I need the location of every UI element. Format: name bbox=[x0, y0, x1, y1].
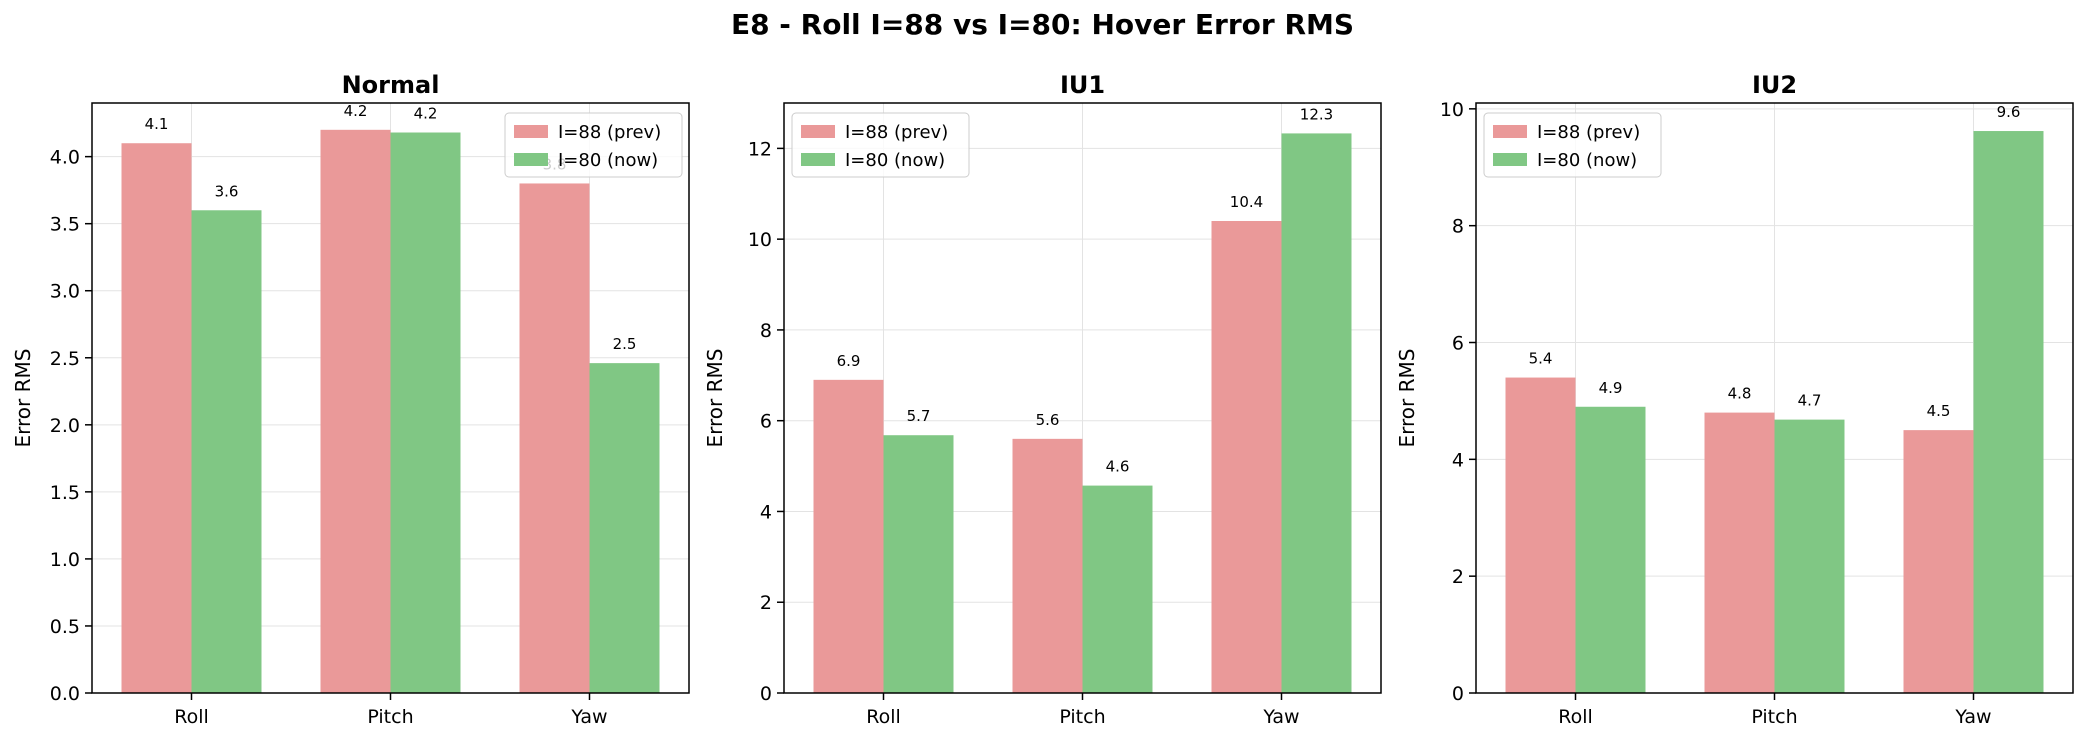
data-label: 4.2 bbox=[344, 102, 368, 120]
legend-swatch bbox=[801, 125, 835, 138]
bar bbox=[1575, 406, 1646, 693]
x-tick-label: Pitch bbox=[1751, 706, 1797, 728]
legend-swatch bbox=[1493, 153, 1527, 166]
y-axis-label: Error RMS bbox=[11, 349, 35, 448]
y-tick-label: 4 bbox=[760, 501, 772, 523]
y-tick-label: 3.5 bbox=[50, 214, 80, 236]
y-tick-label: 0.5 bbox=[50, 616, 80, 638]
legend-swatch bbox=[514, 125, 548, 138]
bar bbox=[1704, 412, 1775, 693]
y-tick-label: 0.0 bbox=[50, 683, 80, 705]
legend-label: I=80 (now) bbox=[1537, 150, 1637, 171]
data-label: 6.9 bbox=[837, 352, 861, 370]
figure-title: E8 - Roll I=88 vs I=80: Hover Error RMS bbox=[730, 8, 1355, 41]
bar bbox=[1012, 438, 1083, 693]
x-tick-label: Roll bbox=[866, 706, 901, 728]
data-label: 2.5 bbox=[613, 335, 637, 353]
y-tick-label: 8 bbox=[760, 320, 772, 342]
legend-label: I=88 (prev) bbox=[558, 122, 661, 143]
y-tick-label: 2.5 bbox=[50, 348, 80, 370]
y-tick-label: 1.0 bbox=[50, 549, 80, 571]
data-label: 4.7 bbox=[1798, 392, 1822, 410]
data-label: 4.1 bbox=[145, 115, 169, 133]
bar bbox=[813, 379, 884, 693]
y-tick-label: 2 bbox=[1452, 566, 1464, 588]
legend-label: I=80 (now) bbox=[558, 150, 658, 171]
legend-label: I=88 (prev) bbox=[1537, 122, 1640, 143]
bar bbox=[1211, 221, 1282, 693]
legend-label: I=80 (now) bbox=[845, 150, 945, 171]
bar bbox=[1774, 419, 1845, 693]
data-label: 4.5 bbox=[1927, 402, 1951, 420]
y-tick-label: 1.5 bbox=[50, 482, 80, 504]
axes-title: Normal bbox=[342, 71, 440, 99]
bar bbox=[883, 435, 954, 693]
y-tick-label: 10 bbox=[1440, 99, 1464, 121]
y-tick-label: 0 bbox=[760, 683, 772, 705]
data-label: 4.9 bbox=[1599, 379, 1623, 397]
bar bbox=[1505, 377, 1576, 693]
bar bbox=[1281, 133, 1352, 693]
y-tick-label: 12 bbox=[748, 138, 772, 160]
x-tick-label: Roll bbox=[1558, 706, 1593, 728]
legend-label: I=88 (prev) bbox=[845, 122, 948, 143]
data-label: 12.3 bbox=[1300, 105, 1333, 123]
legend-box bbox=[504, 112, 683, 178]
data-label: 4.2 bbox=[414, 105, 438, 123]
x-tick-label: Yaw bbox=[1954, 706, 1991, 728]
bar bbox=[519, 183, 590, 694]
data-label: 9.6 bbox=[1997, 103, 2021, 121]
y-tick-label: 6 bbox=[760, 411, 772, 433]
bar bbox=[1082, 485, 1153, 693]
bar bbox=[390, 132, 461, 693]
x-tick-label: Yaw bbox=[1262, 706, 1299, 728]
axes-title: IU1 bbox=[1060, 71, 1105, 99]
y-tick-label: 8 bbox=[1452, 216, 1464, 238]
y-tick-label: 0 bbox=[1452, 683, 1464, 705]
legend-box bbox=[1483, 112, 1662, 178]
bar bbox=[1903, 430, 1974, 693]
data-label: 10.4 bbox=[1230, 193, 1263, 211]
x-tick-label: Roll bbox=[174, 706, 209, 728]
data-label: 5.4 bbox=[1529, 350, 1553, 368]
y-tick-label: 10 bbox=[748, 229, 772, 251]
y-tick-label: 2.0 bbox=[50, 415, 80, 437]
x-tick-label: Yaw bbox=[570, 706, 607, 728]
legend-swatch bbox=[1493, 125, 1527, 138]
data-label: 5.7 bbox=[907, 407, 931, 425]
legend-box bbox=[791, 112, 970, 178]
bar bbox=[1973, 131, 2044, 693]
bar bbox=[191, 210, 262, 694]
axes-title: IU2 bbox=[1752, 71, 1797, 99]
data-label: 4.8 bbox=[1728, 385, 1752, 403]
y-tick-label: 3.0 bbox=[50, 281, 80, 303]
data-label: 3.6 bbox=[215, 182, 239, 200]
data-label: 4.6 bbox=[1106, 458, 1130, 476]
y-tick-label: 2 bbox=[760, 592, 772, 614]
y-axis-label: Error RMS bbox=[1395, 349, 1419, 448]
legend-swatch bbox=[801, 153, 835, 166]
y-axis-label: Error RMS bbox=[703, 349, 727, 448]
y-tick-label: 6 bbox=[1452, 333, 1464, 355]
y-tick-label: 4 bbox=[1452, 449, 1464, 471]
data-label: 5.6 bbox=[1036, 411, 1060, 429]
x-tick-label: Pitch bbox=[1059, 706, 1105, 728]
legend-swatch bbox=[514, 153, 548, 166]
bar bbox=[320, 129, 391, 693]
bar bbox=[121, 143, 192, 693]
bar bbox=[589, 363, 660, 693]
y-tick-label: 4.0 bbox=[50, 147, 80, 169]
x-tick-label: Pitch bbox=[367, 706, 413, 728]
